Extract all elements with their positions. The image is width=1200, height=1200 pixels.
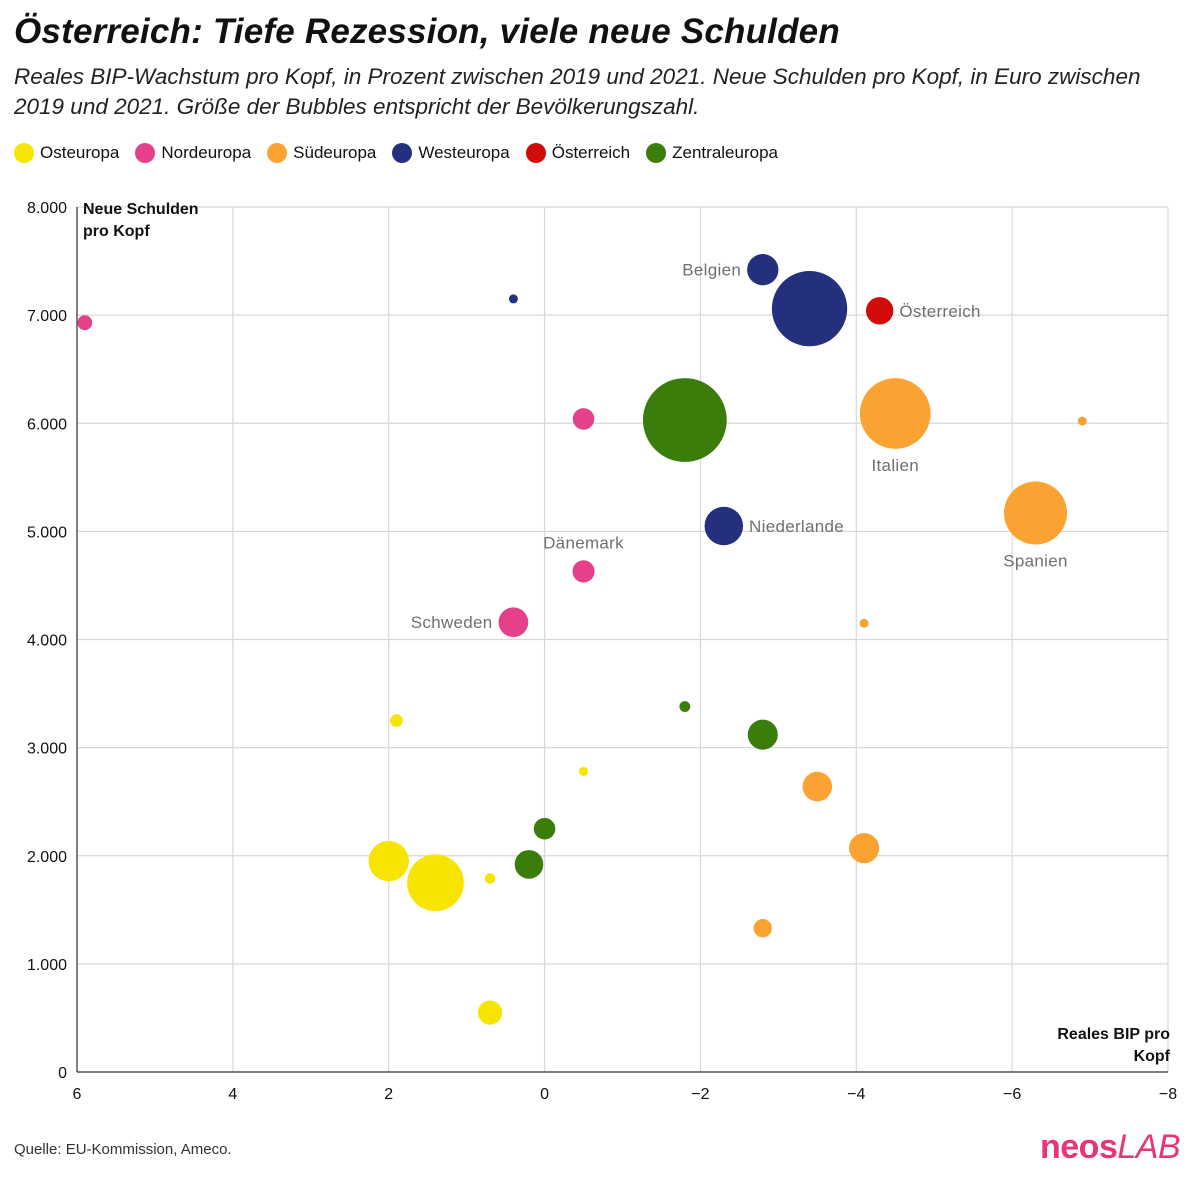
legend-item-westeuropa: Westeuropa (392, 143, 510, 163)
legend: Osteuropa Nordeuropa Südeuropa Westeurop… (14, 143, 794, 163)
bubble-westeuropa-belgien (747, 254, 779, 286)
bubble-zentraleuropa (747, 719, 778, 750)
bubbles (77, 254, 1087, 1025)
legend-swatch-oesterreich (525, 143, 546, 163)
x-tick-label: −4 (847, 1086, 865, 1103)
bubble-osteuropa (477, 1000, 503, 1025)
bubble-zentraleuropa (679, 701, 691, 712)
legend-label-nordeuropa: Nordeuropa (161, 143, 252, 162)
bubble-label-daenemark: Dänemark (543, 533, 624, 552)
logo-lab: LAB (1117, 1128, 1181, 1166)
legend-item-osteuropa: Osteuropa (14, 143, 119, 163)
grid (76, 206, 1169, 1073)
bubble-suedeuropa (1077, 416, 1087, 426)
legend-swatch-suedeuropa (267, 143, 288, 163)
x-tick-label: −6 (1003, 1086, 1021, 1103)
bubble-label-oesterreich: Österreich (899, 302, 980, 321)
x-axis-title-line2: Kopf (1134, 1048, 1171, 1065)
legend-label-osteuropa: Osteuropa (40, 143, 120, 162)
bubble-suedeuropa-italien (859, 378, 931, 449)
bubble-suedeuropa-spanien (1003, 481, 1068, 545)
y-tick-label: 3.000 (27, 741, 67, 758)
bubble-labels: Italien Spanien Niederlande Belgien Schweden… (411, 261, 1068, 632)
bubble-osteuropa (390, 714, 403, 727)
logo-neos: neos (1040, 1128, 1118, 1166)
legend-swatch-osteuropa (14, 143, 34, 163)
x-tick-label: 0 (540, 1086, 549, 1103)
bubble-westeuropa (508, 294, 518, 304)
legend-item-suedeuropa: Südeuropa (267, 143, 376, 163)
neos-lab-logo: neosLAB (1040, 1128, 1181, 1167)
bubble-suedeuropa (859, 618, 869, 628)
bubble-suedeuropa (753, 918, 772, 938)
bubble-zentraleuropa (514, 850, 544, 879)
legend-label-westeuropa: Westeuropa (418, 143, 510, 162)
bubble-osteuropa (484, 873, 496, 884)
y-tick-label: 4.000 (27, 633, 67, 650)
x-axis-title-line1: Reales BIP pro (1057, 1026, 1170, 1043)
legend-swatch-zentraleuropa (646, 143, 667, 163)
bubble-label-belgien: Belgien (682, 261, 741, 280)
y-axis-ticks: 0 1.000 2.000 3.000 4.000 5.000 6.000 7.000 8.00… (27, 200, 67, 1082)
x-tick-label: 6 (73, 1086, 82, 1103)
y-tick-label: 8.000 (27, 200, 67, 217)
x-axis-ticks: 6 4 2 0 −2 −4 −6 −8 (73, 1086, 1178, 1103)
bubble-suedeuropa (802, 771, 833, 802)
bubble-westeuropa-niederlande (704, 506, 744, 546)
x-tick-label: −2 (691, 1086, 709, 1103)
legend-label-suedeuropa: Südeuropa (293, 143, 377, 162)
y-axis-title-line1: Neue Schulden (83, 201, 199, 218)
y-tick-label: 7.000 (27, 308, 67, 325)
bubble-zentraleuropa (642, 378, 727, 462)
legend-label-oesterreich: Österreich (551, 143, 631, 162)
bubble-label-spanien: Spanien (1003, 552, 1068, 571)
bubble-westeuropa (771, 270, 848, 347)
x-tick-label: −8 (1159, 1086, 1177, 1103)
bubble-label-schweden: Schweden (411, 613, 493, 632)
y-axis-title-line2: pro Kopf (83, 223, 150, 240)
y-tick-label: 5.000 (27, 524, 67, 541)
y-tick-label: 6.000 (27, 416, 67, 433)
y-tick-label: 1.000 (27, 957, 67, 974)
bubble-nordeuropa-daenemark (572, 560, 595, 583)
bubble-nordeuropa (77, 315, 93, 331)
bubble-suedeuropa (849, 833, 880, 864)
legend-label-zentraleuropa: Zentraleuropa (672, 143, 778, 162)
bubble-label-italien: Italien (872, 456, 919, 475)
y-tick-label: 2.000 (27, 849, 67, 866)
bubble-osteuropa (407, 854, 464, 912)
chart-title: Österreich: Tiefe Rezession, viele neue … (14, 12, 840, 51)
bubble-osteuropa (368, 841, 409, 882)
legend-item-oesterreich: Österreich (525, 143, 631, 163)
bubble-label-niederlande: Niederlande (749, 517, 844, 536)
x-tick-label: 4 (228, 1086, 237, 1103)
bubble-oesterreich-oesterreich (865, 297, 894, 325)
y-tick-label: 0 (58, 1065, 67, 1082)
legend-swatch-nordeuropa (135, 143, 156, 163)
bubble-nordeuropa (572, 408, 595, 430)
legend-item-zentraleuropa: Zentraleuropa (646, 143, 778, 163)
bubble-zentraleuropa (533, 817, 556, 840)
x-tick-label: 2 (384, 1086, 393, 1103)
bubble-osteuropa (578, 766, 589, 777)
chart-subtitle: Reales BIP-Wachstum pro Kopf, in Prozent… (14, 64, 1141, 119)
legend-swatch-westeuropa (392, 143, 413, 163)
bubble-nordeuropa-schweden (498, 607, 529, 638)
source-note: Quelle: EU-Kommission, Ameco. (14, 1141, 232, 1158)
legend-item-nordeuropa: Nordeuropa (135, 143, 251, 163)
